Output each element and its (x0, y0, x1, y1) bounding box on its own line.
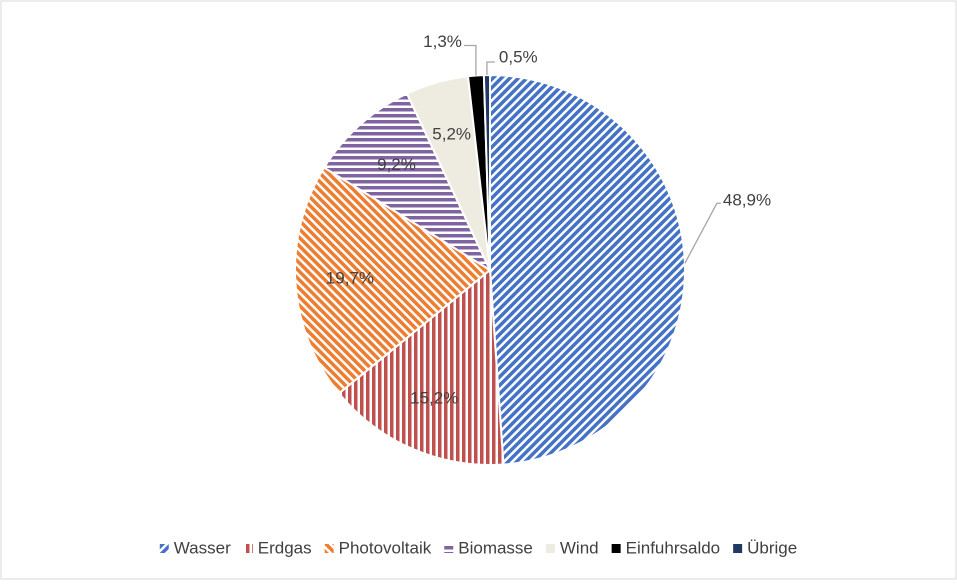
data-label: 19,7% (326, 269, 374, 288)
data-label: 9,2% (377, 155, 416, 174)
leader-line (463, 44, 477, 76)
legend-label: Einfuhrsaldo (626, 538, 721, 557)
legend-label: Wind (560, 538, 599, 557)
legend-marker (444, 544, 454, 553)
data-label: 48,9% (723, 191, 771, 210)
leader-line (684, 202, 721, 264)
legend-label: Biomasse (458, 538, 533, 557)
leader-line (486, 61, 495, 76)
pie-slice (322, 92, 493, 273)
legend-label: Erdgas (258, 538, 312, 557)
pie-slice (337, 268, 505, 466)
legend-label: Wasser (174, 538, 231, 557)
data-label: 0,5% (499, 48, 538, 67)
pie-slice (489, 73, 686, 466)
data-label: 5,2% (432, 124, 471, 143)
legend-marker (243, 544, 253, 553)
legend-marker (159, 544, 169, 553)
legend-marker (324, 544, 334, 553)
legend-marker (733, 544, 743, 553)
pie-slice (294, 166, 492, 395)
data-label: 1,3% (423, 32, 462, 51)
legend-marker (545, 544, 555, 553)
legend-label: Übrige (747, 538, 797, 557)
data-label: 15,2% (410, 388, 458, 407)
legend-label: Photovoltaik (339, 538, 432, 557)
legend-marker (611, 544, 621, 553)
